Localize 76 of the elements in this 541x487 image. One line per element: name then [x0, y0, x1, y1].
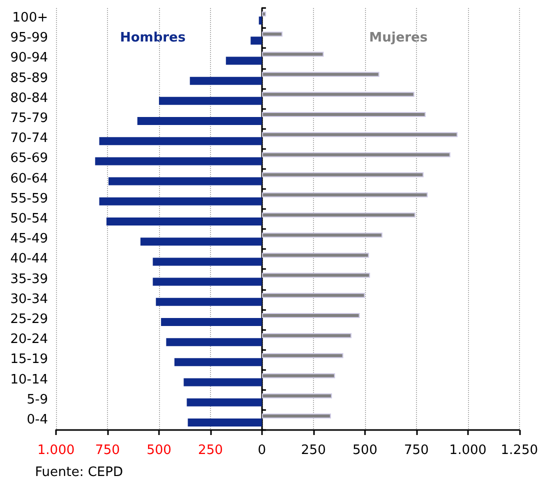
bar — [262, 52, 324, 57]
bar — [108, 177, 262, 186]
x-tick-label: 250 — [198, 443, 223, 458]
x-tick-label: 1.250 — [500, 443, 538, 458]
bar — [152, 278, 262, 286]
bar — [262, 192, 428, 198]
bar — [262, 353, 344, 358]
bar — [152, 258, 262, 266]
y-tick-label: 35-39 — [10, 272, 48, 287]
bar — [188, 418, 262, 426]
y-tick-label: 100+ — [12, 10, 48, 26]
bar — [262, 393, 332, 398]
bar — [262, 132, 458, 138]
y-tick-label: 55-59 — [10, 191, 48, 206]
x-tick-label: 500 — [352, 443, 378, 458]
bar — [262, 152, 450, 158]
bar — [106, 218, 262, 226]
bar — [262, 232, 382, 238]
bar — [226, 56, 262, 65]
bar — [262, 92, 414, 97]
bar — [262, 112, 426, 118]
bar — [156, 298, 262, 306]
y-tick-label: 70-74 — [10, 131, 48, 146]
text: Hombres — [120, 30, 186, 46]
x-tick-label: 1.000 — [449, 443, 487, 458]
source-note: Fuente: CEPD — [35, 465, 123, 480]
y-tick-label: 50-54 — [10, 212, 48, 226]
bar — [166, 338, 262, 346]
y-tick-label: 30-34 — [10, 292, 48, 307]
y-tick-label: 80-84 — [10, 90, 48, 106]
bar — [174, 358, 262, 366]
y-tick-label: 90-94 — [10, 50, 48, 66]
bar — [262, 72, 380, 77]
bar — [161, 318, 262, 326]
bar — [262, 333, 352, 338]
x-tick-label: 0 — [258, 443, 266, 458]
bar — [262, 373, 336, 378]
bar — [158, 96, 262, 105]
bar — [262, 413, 331, 418]
y-tick-label: 40-44 — [10, 252, 48, 267]
bar — [262, 32, 283, 37]
bar — [99, 197, 262, 206]
bar — [184, 378, 262, 386]
bar — [250, 36, 262, 45]
y-tick-label: 0-4 — [26, 412, 48, 428]
bar — [140, 238, 262, 246]
y-tick-label: 95-99 — [10, 30, 48, 46]
y-tick-label: 85-89 — [10, 70, 48, 86]
bar — [262, 292, 365, 298]
x-tick-label: 750 — [95, 443, 120, 458]
bar — [262, 212, 416, 218]
y-tick-label: 25-29 — [10, 312, 48, 327]
bar — [262, 12, 266, 17]
bar — [95, 157, 262, 166]
y-tick-label: 10-14 — [10, 372, 48, 388]
bar — [262, 252, 370, 258]
y-tick-label: 20-24 — [10, 332, 48, 348]
y-tick-label: 15-19 — [10, 352, 48, 368]
bar — [99, 137, 262, 146]
y-tick-label: 75-79 — [10, 111, 48, 126]
x-tick-label: 1.000 — [37, 443, 75, 458]
x-tick-label: 250 — [301, 443, 326, 458]
bar — [262, 172, 424, 178]
x-tick-label: 750 — [404, 443, 429, 458]
text: Mujeres — [369, 30, 428, 46]
y-tick-label: 45-49 — [10, 232, 48, 247]
bar — [190, 76, 262, 85]
bar — [262, 312, 360, 318]
bar — [186, 398, 262, 406]
bar — [137, 117, 262, 126]
x-tick-label: 500 — [146, 443, 172, 458]
y-tick-label: 65-69 — [10, 151, 48, 166]
y-tick-label: 60-64 — [10, 171, 48, 186]
bar — [262, 272, 370, 278]
bar — [258, 16, 262, 25]
y-tick-label: 5-9 — [26, 392, 48, 408]
